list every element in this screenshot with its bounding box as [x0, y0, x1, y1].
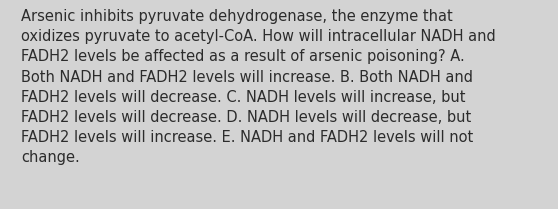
Text: Arsenic inhibits pyruvate dehydrogenase, the enzyme that
oxidizes pyruvate to ac: Arsenic inhibits pyruvate dehydrogenase,… [21, 9, 496, 165]
